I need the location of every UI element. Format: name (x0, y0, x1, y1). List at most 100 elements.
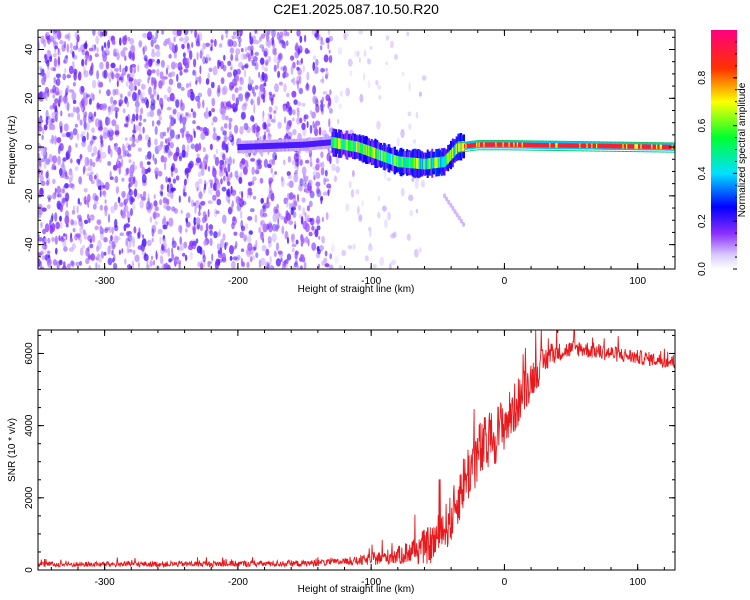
noise-speckle (99, 120, 103, 128)
noise-speckle (186, 221, 192, 228)
ridge-edge (589, 150, 591, 152)
noise-speckle (134, 100, 140, 108)
noise-speckle (276, 61, 280, 70)
noise-speckle (47, 250, 51, 255)
noise-speckle (192, 111, 197, 119)
noise-speckle (162, 224, 168, 230)
noise-speckle (317, 248, 321, 255)
ridge-core (301, 141, 303, 148)
noise-speckle (209, 230, 214, 236)
noise-speckle (227, 38, 232, 47)
ridge-core (390, 154, 393, 165)
ridge-core (363, 143, 365, 155)
ridge-edge (467, 150, 469, 152)
noise-speckle (202, 42, 207, 50)
noise-speckle (172, 108, 177, 115)
ridge-core (495, 142, 497, 147)
noise-speckle (94, 195, 99, 202)
colorbar-tick-label: 0.0 (697, 262, 708, 276)
noise-speckle (287, 174, 292, 180)
ridge-core (351, 140, 353, 152)
noise-speckle (411, 177, 415, 183)
ridge-edge (481, 149, 484, 151)
noise-speckle (163, 204, 168, 210)
noise-speckle (185, 130, 190, 140)
noise-speckle (240, 248, 245, 252)
ridge-core (336, 138, 339, 149)
noise-speckle (154, 220, 158, 226)
noise-speckle (118, 102, 122, 107)
ridge-core (623, 144, 626, 149)
ridge-core (314, 140, 316, 147)
ridge-edge (651, 151, 653, 153)
noise-speckle (68, 89, 75, 93)
noise-speckle (83, 188, 88, 193)
noise-speckle (271, 233, 277, 243)
noise-speckle (296, 264, 299, 269)
noise-speckle (296, 117, 301, 125)
noise-speckle (55, 73, 62, 79)
noise-speckle (140, 107, 144, 115)
noise-speckle (230, 171, 233, 178)
noise-speckle (219, 163, 223, 171)
ridge-edge (593, 141, 595, 143)
noise-speckle (85, 167, 91, 172)
ridge-edge (563, 150, 565, 152)
noise-speckle (295, 239, 299, 245)
noise-speckle (99, 61, 104, 70)
noise-speckle (52, 192, 57, 200)
noise-speckle (386, 177, 392, 182)
noise-speckle (231, 260, 236, 269)
ridge-edge (628, 151, 630, 152)
ridge-edge (605, 150, 607, 152)
ridge-core (647, 144, 650, 149)
ridge-core (376, 148, 379, 160)
noise-speckle (212, 66, 218, 76)
noise-speckle (273, 250, 277, 257)
noise-speckle (38, 258, 41, 267)
ridge-edge (517, 140, 519, 142)
noise-speckle (66, 85, 70, 92)
ridge-edge (643, 151, 645, 153)
noise-speckle (135, 138, 140, 143)
noise-speckle (119, 37, 122, 46)
ridge-core (263, 143, 266, 150)
noise-speckle (126, 245, 130, 254)
noise-speckle (206, 128, 210, 136)
ridge-edge (611, 141, 613, 143)
ridge-core (473, 142, 476, 148)
noise-speckle (273, 50, 277, 56)
noise-speckle (86, 55, 92, 62)
noise-speckle (255, 252, 259, 258)
ridge-edge (595, 150, 597, 152)
noise-speckle (200, 167, 205, 176)
noise-speckle (264, 66, 268, 72)
noise-speckle (154, 157, 158, 165)
ridge-edge (579, 141, 581, 143)
ridge-edge (627, 141, 629, 143)
ridge-edge (613, 150, 615, 152)
noise-speckle (110, 205, 115, 214)
ridge-edge (491, 140, 493, 141)
ridge-edge (515, 149, 517, 151)
noise-speckle (61, 133, 67, 138)
ridge-core (293, 142, 296, 148)
noise-speckle (247, 45, 252, 51)
ridge-edge (587, 150, 589, 152)
noise-speckle (46, 258, 52, 266)
ridge-core (629, 144, 632, 149)
ridge-edge (472, 140, 474, 142)
noise-speckle (128, 248, 133, 253)
noise-speckle (152, 153, 155, 161)
noise-speckle (40, 250, 44, 255)
noise-speckle (174, 167, 178, 174)
ridge-core (653, 144, 656, 149)
noise-speckle (293, 173, 299, 183)
ridge-core (536, 142, 538, 148)
noise-speckle (323, 257, 328, 264)
noise-speckle (52, 67, 57, 72)
noise-speckle (259, 177, 264, 184)
ridge-edge (613, 141, 615, 143)
noise-speckle (133, 78, 138, 86)
